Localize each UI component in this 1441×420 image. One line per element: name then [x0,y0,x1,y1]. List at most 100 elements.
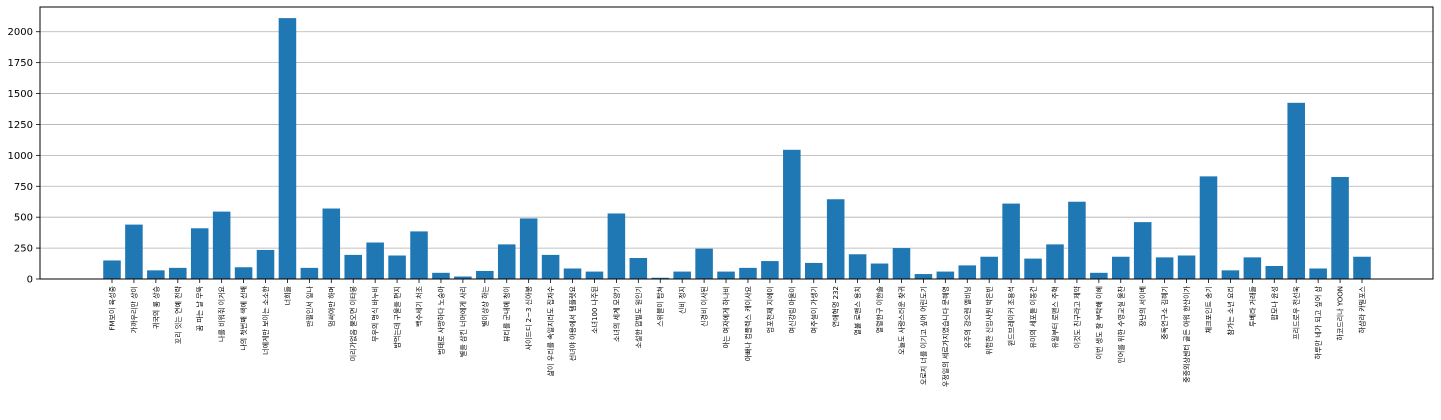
bar [476,270,494,279]
bar [541,254,560,279]
bar [1177,255,1196,279]
x-tick-label: 꼬리 잇는 연예 전략 [173,285,182,344]
x-tick-label: 엄포천재 지에이 [765,286,774,333]
y-tick-label: 500 [14,213,33,224]
bar [103,260,121,279]
bar [388,255,406,279]
y-tick-label: 2000 [8,27,33,38]
bar [651,277,670,279]
bar [1068,201,1086,279]
bar [1133,222,1152,279]
bar [190,228,209,279]
y-axis: 0 250 500 750 1000 1250 1500 1750 2000 [8,27,40,286]
bar [1265,266,1284,279]
x-tick-label: 프리드로우 전선욱 [1292,285,1301,339]
x-tick-label: 나의 첫번째 색에 선배 [239,286,248,351]
x-tick-label: 열불 로맨스 용치 [853,286,862,336]
bar [848,254,867,279]
bar [1046,244,1064,279]
x-tick-label: 오늘도 사랑스러운 찾귀 [897,286,906,355]
bar [454,276,472,279]
x-tick-label: 장난의 서이베 [1138,286,1147,327]
bar [892,248,911,279]
bar [366,242,384,279]
bar [629,257,648,279]
x-tick-label: 우정일의 세르가지였습니다 문혜영 [941,286,950,387]
bar [870,263,889,279]
x-axis: FM보이 육성중 가까우리만 상이 귀국의 룸 상승 꼬리 잇는 연예 전략 꿈 파는 … [108,279,1367,387]
x-tick-label: 무우의 명식 바누비 [371,286,380,342]
x-tick-label: 이것도 친구라고 제약 [1072,285,1081,348]
x-tick-label: 선녀야 아용에서 템플렛요 [568,285,577,361]
x-tick-label: 여신강림 아울이 [787,286,796,333]
bar [1002,203,1020,279]
x-tick-label: 멈써야만 하며 [327,286,336,327]
y-tick-label: 1000 [8,151,33,162]
bar [1155,257,1174,279]
x-tick-label: FM보이 육성중 [108,285,117,330]
bar [1221,270,1240,279]
bars [103,18,1371,280]
x-tick-label: 위험한 신입사원 박은빈 [985,286,994,355]
bar [958,265,977,279]
bar [717,271,735,279]
x-tick-label: 스위블이 탑쳐 [656,286,665,327]
bar [826,199,845,279]
bar [1309,268,1327,279]
x-tick-label: 사이드디 2~3 신아봉 [524,285,533,350]
y-tick-label: 0 [27,275,33,286]
y-gridlines [40,31,1433,280]
x-tick-label: 중독연구소 김혜기 [1160,286,1169,340]
x-tick-label: 하삼라 카밀포스 [1358,285,1367,333]
bar [169,267,187,279]
x-tick-label: 팝모나 윤성 [1270,286,1279,320]
bar [1331,177,1349,279]
x-tick-label: 소녀100 나주된 [590,286,599,334]
bar [147,270,165,279]
bar [344,254,362,279]
x-tick-label: 하코드리나 YOON [1336,286,1345,341]
bar [410,231,428,279]
x-tick-label: 이번 생도 잘 부탁해 이혜 [1094,286,1103,359]
x-tick-label: 범태로 사망하다 노숭아 [436,285,445,354]
x-tick-label: 오로지 너를 이기고 싶어 어린도기 [919,286,928,385]
x-tick-label: 만필인서 일나 [305,285,314,326]
bar [980,256,998,279]
bar [936,271,955,279]
x-tick-label: 별을 삼킨 너머에게 사리 [458,286,467,357]
bar [739,267,757,279]
bar [1090,272,1108,279]
x-tick-label: 하루만 네가 되고 싶어 삼 [1314,285,1323,359]
x-tick-label: 유월부터 로맨스 주혁 [1050,286,1059,348]
x-tick-label: 별이상상 하는 [480,285,489,326]
x-tick-label: 너에게만 보이는 소소한 [261,285,270,354]
x-tick-label: 유미의 세포들 이동건 [1029,286,1038,348]
bar [1243,257,1262,279]
y-tick-label: 250 [14,244,33,255]
y-tick-label: 1750 [8,58,33,69]
x-tick-label: 여주설이 가생기 [809,286,818,333]
x-tick-label: 신경비 이사된 [700,286,709,327]
y-tick-label: 1500 [8,89,33,100]
x-tick-label: 뷰티를 군내에 청이 [502,286,511,342]
plot-frame [39,6,1434,280]
x-tick-label: 너희들 [283,285,292,305]
x-tick-label: 아빠나 컴플렉스 캐이사요 [743,285,752,361]
x-tick-label: 소녀의 세계 모양기 [612,286,621,342]
x-tick-label: 체크포인트 송기 [1204,286,1213,333]
x-tick-label: 소설한 맙빌도 원인기 [634,286,643,348]
x-tick-label: 신비 정지 [678,286,687,314]
y-tick-label: 750 [14,182,33,193]
bar [322,208,341,279]
x-tick-label: 가까우리만 상이 [129,286,138,333]
bar [783,149,801,279]
x-tick-label: 나를 비워줘 이거요 [217,285,226,342]
bar [234,267,253,279]
x-tick-label: 참가는 소년 요리 [1226,286,1235,336]
bar [585,271,604,279]
bar [278,18,297,280]
x-tick-label: 밥먹는데 구울을 편지 [393,286,402,348]
x-tick-label: 인어를 위한 수영교실 울찬 [1116,285,1125,363]
bar [1353,256,1371,279]
bar [673,271,691,279]
